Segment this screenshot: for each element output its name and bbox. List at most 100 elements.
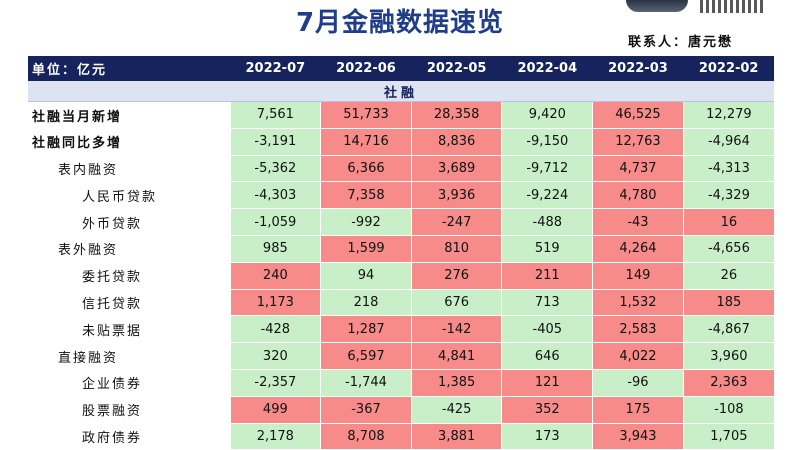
table-row: 企业债券 -2,357 -1,744 1,385 121 -96 2,363 <box>28 369 774 397</box>
data-cell: 2,583 <box>592 315 684 344</box>
data-cell: 713 <box>501 289 593 317</box>
data-cell: -2,357 <box>229 369 321 397</box>
data-cell: -5,362 <box>229 155 321 183</box>
data-cell: 173 <box>501 423 593 450</box>
row-label: 直接融资 <box>58 350 119 366</box>
data-cell: 3,881 <box>410 423 502 450</box>
data-cell: -43 <box>592 208 684 236</box>
data-cell: -9,150 <box>501 128 593 156</box>
data-cell: 3,936 <box>410 181 502 210</box>
data-cell: 121 <box>501 369 593 397</box>
data-cell: 1,385 <box>410 369 502 397</box>
data-cell: 4,841 <box>410 342 502 370</box>
row-label: 社融当月新增 <box>32 109 123 125</box>
data-cell: 1,173 <box>229 289 321 317</box>
data-cell: -4,313 <box>682 155 774 183</box>
row-label: 人民币贷款 <box>82 189 158 205</box>
data-cell: -1,744 <box>320 369 412 397</box>
data-cell: 810 <box>410 235 502 263</box>
financial-data-table: 单位：亿元 2022-07 2022-06 2022-05 2022-04 20… <box>28 56 774 450</box>
data-cell: 1,532 <box>592 289 684 317</box>
row-label: 委托贷款 <box>82 270 143 286</box>
data-cell: 9,420 <box>501 101 593 129</box>
page-title: 7月金融数据速览 <box>295 8 505 38</box>
data-cell: 7,358 <box>320 181 412 210</box>
section-title: 社融 <box>28 81 774 102</box>
data-cell: 646 <box>501 342 593 370</box>
table-row: 政府债券 2,178 8,708 3,881 173 3,943 1,705 <box>28 423 774 450</box>
data-cell: -247 <box>410 208 502 236</box>
data-cell: 7,561 <box>229 101 321 129</box>
data-cell: 14,716 <box>320 128 412 156</box>
row-label: 信托贷款 <box>82 296 143 312</box>
data-cell: 51,733 <box>320 101 412 129</box>
data-cell: -4,867 <box>682 315 774 344</box>
row-label: 表内融资 <box>58 162 119 178</box>
data-cell: -992 <box>320 208 412 236</box>
unit-label: 单位：亿元 <box>28 56 231 81</box>
row-label: 外币贷款 <box>82 216 143 232</box>
data-cell: -142 <box>410 315 502 344</box>
data-cell: -405 <box>501 315 593 344</box>
data-cell: 3,689 <box>410 155 502 183</box>
data-cell: -9,224 <box>501 181 593 210</box>
table-row: 外币贷款 -1,059 -992 -247 -488 -43 16 <box>28 208 774 236</box>
data-cell: 149 <box>592 262 684 290</box>
data-cell: 94 <box>320 262 412 290</box>
data-cell: 1,705 <box>682 423 774 450</box>
table-row: 直接融资 320 6,597 4,841 646 4,022 3,960 <box>28 342 774 370</box>
column-header: 2022-05 <box>411 56 502 81</box>
data-cell: 985 <box>229 235 321 263</box>
table-row: 表外融资 985 1,599 810 519 4,264 -4,656 <box>28 235 774 263</box>
data-cell: 28,358 <box>410 101 502 129</box>
data-cell: 175 <box>592 396 684 424</box>
data-cell: -4,303 <box>229 181 321 210</box>
data-cell: 8,708 <box>320 423 412 450</box>
data-cell: 320 <box>229 342 321 370</box>
table-row: 未贴票据 -428 1,287 -142 -405 2,583 -4,867 <box>28 315 774 344</box>
data-cell: 519 <box>501 235 593 263</box>
data-cell: -4,964 <box>682 128 774 156</box>
column-header: 2022-04 <box>501 56 593 81</box>
data-cell: 6,366 <box>320 155 412 183</box>
data-cell: 12,279 <box>682 101 774 129</box>
table-row: 信托贷款 1,173 218 676 713 1,532 185 <box>28 289 774 317</box>
data-cell: -425 <box>410 396 502 424</box>
column-header: 2022-07 <box>230 56 321 81</box>
data-cell: -367 <box>320 396 412 424</box>
table-row: 社融同比多增 -3,191 14,716 8,836 -9,150 12,763 -4,96… <box>28 128 774 156</box>
data-cell: 218 <box>320 289 412 317</box>
column-header: 2022-02 <box>683 56 774 81</box>
table-header-row: 单位：亿元 2022-07 2022-06 2022-05 2022-04 20… <box>28 56 774 81</box>
data-cell: 3,943 <box>592 423 684 450</box>
data-cell: 46,525 <box>592 101 684 129</box>
data-cell: -488 <box>501 208 593 236</box>
author-avatar <box>626 0 688 12</box>
data-cell: 8,836 <box>410 128 502 156</box>
data-cell: 2,363 <box>682 369 774 397</box>
data-cell: 3,960 <box>682 342 774 370</box>
data-cell: -4,329 <box>682 181 774 210</box>
data-cell: 240 <box>229 262 321 290</box>
column-header: 2022-03 <box>592 56 684 81</box>
qr-code <box>700 0 764 13</box>
data-cell: -3,191 <box>229 128 321 156</box>
data-cell: -96 <box>592 369 684 397</box>
data-cell: 185 <box>682 289 774 317</box>
row-label: 企业债券 <box>82 377 143 393</box>
row-label: 股票融资 <box>82 404 143 420</box>
data-cell: -108 <box>682 396 774 424</box>
data-cell: -1,059 <box>229 208 321 236</box>
data-cell: 4,022 <box>592 342 684 370</box>
row-label: 政府债券 <box>82 430 143 446</box>
data-cell: 1,287 <box>320 315 412 344</box>
contact-person: 联系人：唐元懋 <box>628 35 734 50</box>
data-cell: 211 <box>501 262 593 290</box>
data-cell: -4,656 <box>682 235 774 263</box>
data-cell: 6,597 <box>320 342 412 370</box>
row-label: 未贴票据 <box>82 323 143 339</box>
row-label: 表外融资 <box>58 243 119 259</box>
table-row: 人民币贷款 -4,303 7,358 3,936 -9,224 4,780 -4,329 <box>28 181 774 210</box>
data-cell: 26 <box>682 262 774 290</box>
table-row: 表内融资 -5,362 6,366 3,689 -9,712 4,737 -4,313 <box>28 155 774 183</box>
